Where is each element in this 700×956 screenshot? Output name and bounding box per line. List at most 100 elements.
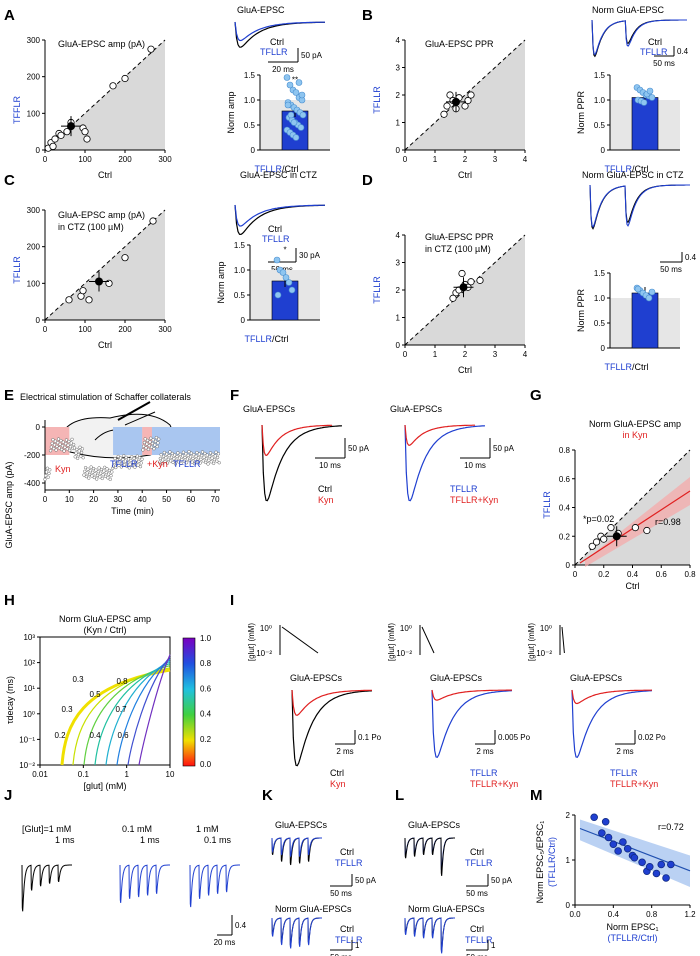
scale-label-x: 50 ms bbox=[653, 59, 675, 68]
contour-line bbox=[94, 662, 171, 766]
colorbar-label: 0.6 bbox=[200, 684, 212, 693]
data-point bbox=[598, 829, 606, 837]
time-point bbox=[190, 460, 194, 464]
time-point bbox=[132, 456, 136, 460]
time-point bbox=[92, 475, 96, 480]
label-tfllr: TFLLR bbox=[110, 459, 138, 469]
time-point bbox=[68, 445, 73, 449]
legend-i-b: TFLLR+Kyn bbox=[610, 779, 658, 789]
time-point bbox=[215, 459, 219, 463]
data-point bbox=[461, 102, 469, 110]
panel-letter-f: F bbox=[230, 387, 239, 404]
scale-label-x: 10 ms bbox=[319, 461, 341, 470]
time-point bbox=[103, 474, 108, 478]
bar-point bbox=[648, 94, 656, 101]
time-point bbox=[183, 455, 187, 460]
x-tick-label: 0 bbox=[43, 155, 48, 164]
time-point bbox=[195, 450, 199, 455]
y-tick-label: 1.5 bbox=[234, 241, 246, 250]
bar-point bbox=[640, 99, 648, 106]
y-tick-label: 10⁻¹ bbox=[19, 735, 35, 744]
tfllr-trace bbox=[431, 689, 513, 759]
time-point bbox=[137, 459, 141, 464]
time-point bbox=[199, 457, 203, 461]
tfllr-kyn-trace bbox=[404, 424, 475, 446]
time-point bbox=[208, 454, 212, 459]
y-tick-label: 1 bbox=[396, 119, 401, 128]
y-tick-label: 0 bbox=[36, 146, 41, 155]
x-tick-label: 0.8 bbox=[684, 570, 696, 579]
y-tick-label: 3 bbox=[396, 64, 401, 73]
time-point bbox=[96, 470, 100, 474]
data-point bbox=[57, 131, 65, 139]
y-tick-label: 0.5 bbox=[594, 319, 606, 328]
bar-point bbox=[645, 294, 653, 302]
scale-label-y: 0.005 Po bbox=[498, 733, 531, 742]
j-label-2a: 0.1 mM bbox=[122, 824, 152, 834]
glut-tick: 10⁰ bbox=[260, 624, 272, 633]
bar-point bbox=[286, 81, 294, 89]
time-point bbox=[202, 455, 206, 459]
time-point bbox=[211, 461, 216, 465]
time-point bbox=[115, 458, 120, 462]
time-point bbox=[160, 462, 164, 466]
time-point bbox=[114, 462, 119, 466]
x-tick-label: 0.4 bbox=[627, 570, 639, 579]
time-point bbox=[194, 454, 198, 458]
tfllr-kyn-trace bbox=[431, 689, 512, 701]
time-point bbox=[62, 449, 66, 453]
time-point bbox=[87, 476, 91, 480]
legend-ctrl-f: Ctrl bbox=[318, 484, 332, 494]
trace-title-l-1: GluA-EPSCs bbox=[408, 820, 461, 830]
x-tick-label: 200 bbox=[118, 155, 132, 164]
scale-label-y: 0.02 Po bbox=[638, 733, 666, 742]
contour-label: 0.8 bbox=[116, 677, 128, 686]
y-label-m: Norm EPSC₅/EPSC₁ bbox=[535, 821, 545, 904]
tfllr-trace bbox=[571, 689, 653, 759]
legend-tfllr-l-2: TFLLR bbox=[465, 935, 493, 945]
time-point bbox=[53, 439, 57, 443]
time-point bbox=[213, 454, 217, 458]
bar-y-label: Norm PPR bbox=[576, 91, 586, 135]
glut-y-label: [glut] (mM) bbox=[387, 623, 396, 662]
time-point bbox=[181, 450, 186, 454]
colorbar-label: 0.0 bbox=[200, 760, 212, 769]
legend-kyn-f: Kyn bbox=[318, 495, 334, 505]
mean-point bbox=[95, 277, 103, 286]
x-label-m-2: (TFLLR/Ctrl) bbox=[608, 933, 658, 943]
x-tick-label: 2 bbox=[463, 155, 468, 164]
time-point bbox=[91, 466, 96, 471]
kyn-trace bbox=[261, 424, 332, 456]
time-point bbox=[63, 445, 67, 450]
scale-label-x: 50 ms bbox=[330, 889, 352, 898]
time-point bbox=[68, 448, 72, 453]
time-point bbox=[111, 464, 116, 468]
time-point bbox=[212, 457, 217, 462]
time-point bbox=[72, 446, 77, 450]
y-label-c: TFLLR bbox=[12, 256, 22, 284]
y-tick-label: 3 bbox=[396, 259, 401, 268]
data-point bbox=[440, 110, 448, 118]
y-tick-label: 1.0 bbox=[234, 266, 246, 275]
time-point bbox=[207, 458, 211, 462]
time-point bbox=[86, 467, 90, 471]
time-point bbox=[48, 449, 53, 453]
scale-label-y: 50 pA bbox=[355, 876, 377, 885]
y-tick-label: 2 bbox=[396, 286, 401, 295]
time-point bbox=[60, 447, 64, 452]
time-point bbox=[82, 473, 86, 477]
y-tick-label: 0.5 bbox=[234, 291, 246, 300]
scale-label-y: 50 pA bbox=[301, 51, 323, 60]
time-point bbox=[90, 474, 94, 478]
contour-title: Norm GluA-EPSC amp bbox=[59, 614, 151, 624]
time-point bbox=[174, 458, 178, 462]
time-point bbox=[124, 455, 128, 460]
bar-point bbox=[285, 279, 293, 286]
time-point bbox=[110, 470, 114, 474]
y-tick-label: 300 bbox=[27, 206, 41, 215]
y-tick-label: 1 bbox=[566, 856, 571, 865]
time-point bbox=[67, 439, 71, 444]
legend-tfllr-a: TFLLR bbox=[260, 47, 288, 57]
label-kyn: Kyn bbox=[55, 464, 71, 474]
scale-label-y: 0.4 bbox=[677, 47, 689, 56]
